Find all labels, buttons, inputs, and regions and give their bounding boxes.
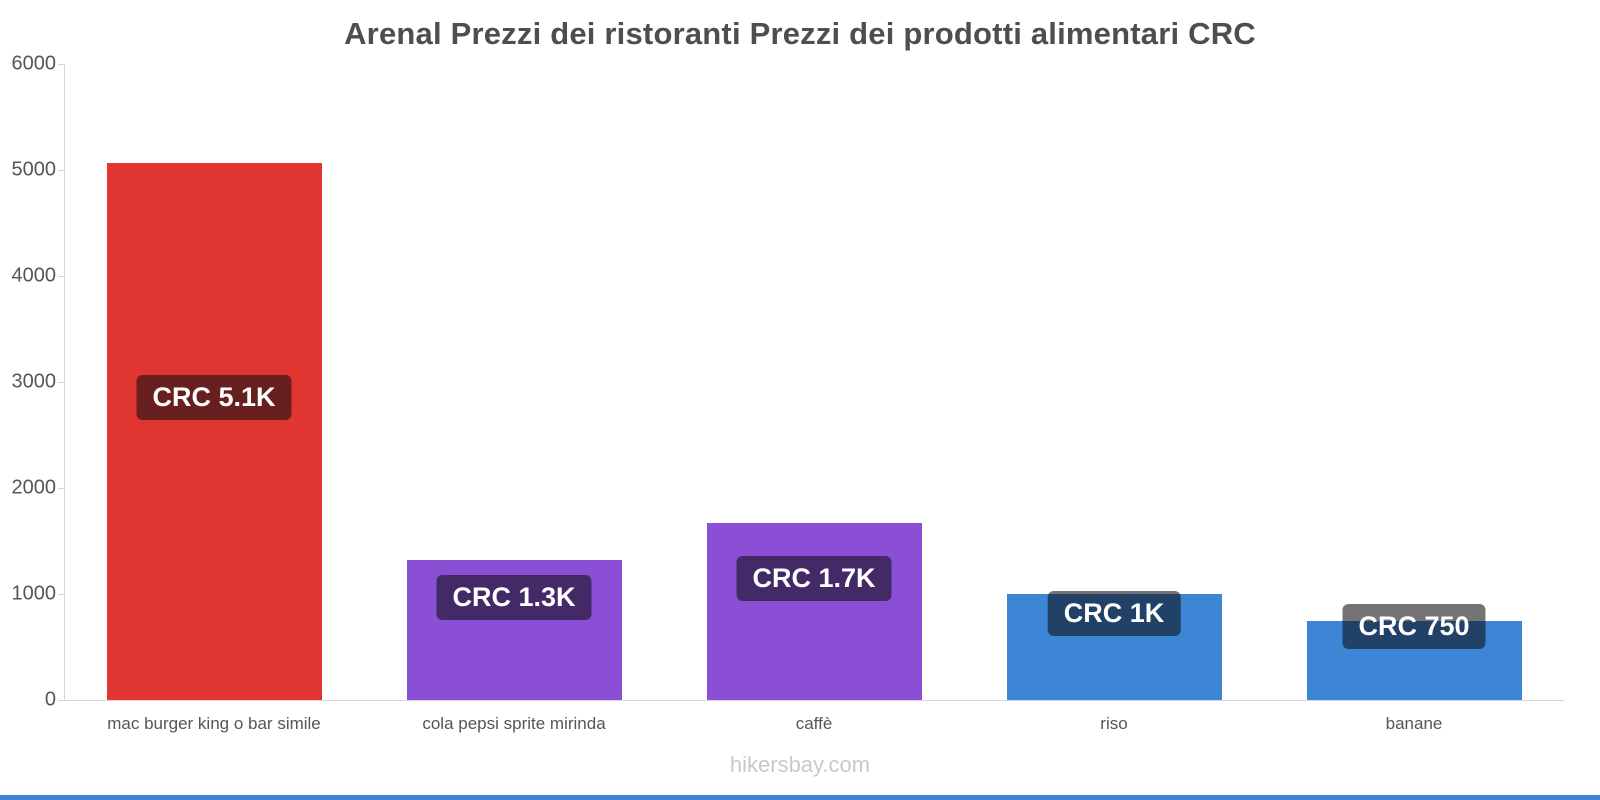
y-axis-tick-label: 2000: [11, 476, 57, 499]
y-axis-tick-mark: [58, 276, 64, 277]
x-axis-label: banane: [1385, 714, 1443, 733]
y-axis-tick-mark: [58, 488, 64, 489]
y-axis-line: [64, 64, 65, 701]
chart-title: Arenal Prezzi dei ristoranti Prezzi dei …: [344, 16, 1256, 51]
y-axis-tick-label: 0: [44, 688, 56, 711]
bar-value-label: CRC 5.1K: [136, 375, 292, 421]
x-axis-baseline: [64, 700, 1564, 701]
watermark-footer: hikersbay.com: [729, 752, 871, 777]
y-axis-tick-mark: [58, 64, 64, 65]
bar-value-label: CRC 1K: [1047, 591, 1181, 637]
x-axis-label: mac burger king o bar simile: [107, 714, 321, 733]
y-axis-tick-mark: [58, 382, 64, 383]
y-axis-tick-label: 4000: [11, 264, 57, 287]
x-axis-label: riso: [1100, 714, 1128, 733]
y-axis-tick-label: 1000: [11, 582, 57, 605]
bar-value-label: CRC 1.7K: [736, 555, 892, 601]
y-axis-tick-label: 3000: [11, 370, 57, 393]
y-axis-tick-mark: [58, 594, 64, 595]
bar: [106, 162, 322, 700]
x-axis-label: cola pepsi sprite mirinda: [422, 714, 606, 733]
bar-value-label: CRC 1.3K: [436, 575, 592, 621]
y-axis-tick-label: 5000: [11, 158, 57, 181]
bar-value-label: CRC 750: [1342, 604, 1486, 650]
y-axis-tick-mark: [58, 170, 64, 171]
bottom-accent-bar: [0, 795, 1600, 800]
x-axis-label: caffè: [795, 714, 833, 733]
bar: [706, 522, 922, 700]
y-axis-tick-mark: [58, 700, 64, 701]
y-axis-tick-label: 6000: [11, 52, 57, 75]
